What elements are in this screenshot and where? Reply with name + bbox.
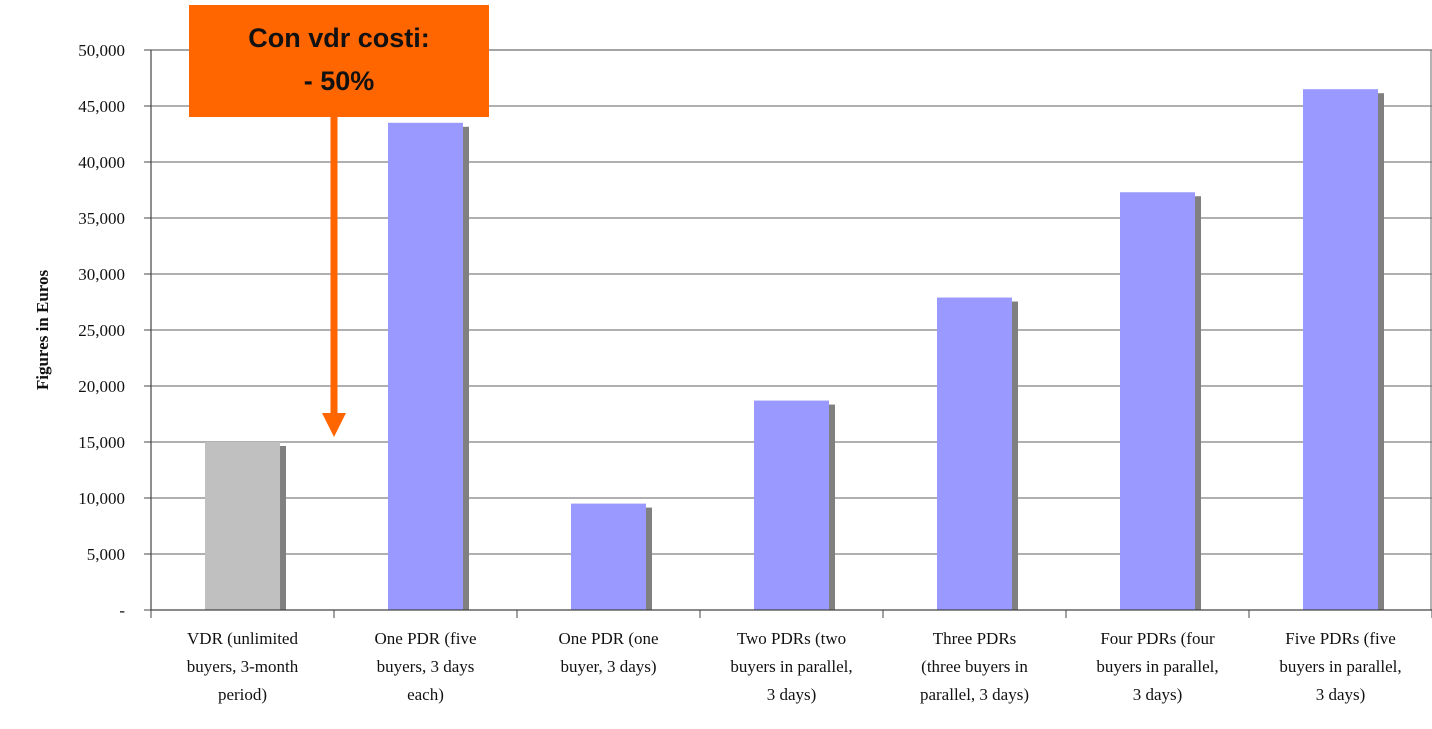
x-tick-label-1-1: buyers, 3 days — [377, 657, 475, 676]
x-tick-label-5-0: Four PDRs (four — [1100, 629, 1215, 648]
x-tick-label-2-0: One PDR (one — [558, 629, 658, 648]
annotation-arrow-head — [322, 413, 346, 437]
bar-3 — [754, 400, 829, 610]
x-tick-label-6-0: Five PDRs (five — [1285, 629, 1396, 648]
y-tick-label-0: - — [119, 601, 125, 620]
x-tick-label-5-1: buyers in parallel, — [1096, 657, 1218, 676]
bar-5 — [1120, 192, 1195, 611]
x-tick-label-6-2: 3 days) — [1316, 685, 1366, 704]
annotation-arrow-shaft — [330, 117, 338, 415]
x-tick-label-4-2: parallel, 3 days) — [920, 685, 1029, 704]
x-tick-label-0-2: period) — [218, 685, 267, 704]
x-tick-label-0-0: VDR (unlimited — [187, 629, 298, 648]
x-tick-label-6-1: buyers in parallel, — [1279, 657, 1401, 676]
y-tick-label-7: 35,000 — [78, 209, 125, 228]
x-tick-label-3-0: Two PDRs (two — [737, 629, 846, 648]
y-axis-title: Figures in Euros — [33, 269, 52, 390]
y-tick-label-3: 15,000 — [78, 433, 125, 452]
annotation-text-0: Con vdr costi: — [248, 23, 430, 53]
x-tick-label-3-2: 3 days) — [767, 685, 817, 704]
x-tick-label-1-0: One PDR (five — [375, 629, 477, 648]
y-tick-label-5: 25,000 — [78, 321, 125, 340]
y-tick-label-9: 45,000 — [78, 97, 125, 116]
bar-2 — [571, 503, 646, 610]
annotation-box — [189, 5, 489, 117]
y-tick-label-1: 5,000 — [87, 545, 125, 564]
x-tick-label-5-2: 3 days) — [1133, 685, 1183, 704]
annotation-text-1: - 50% — [304, 66, 375, 96]
y-tick-label-4: 20,000 — [78, 377, 125, 396]
x-tick-label-0-1: buyers, 3-month — [187, 657, 299, 676]
bar-0 — [205, 442, 280, 610]
bar-6 — [1303, 89, 1378, 610]
x-tick-label-4-0: Three PDRs — [933, 629, 1017, 648]
x-tick-label-4-1: (three buyers in — [921, 657, 1028, 676]
bar-4 — [937, 297, 1012, 610]
x-tick-label-3-1: buyers in parallel, — [730, 657, 852, 676]
y-tick-label-6: 30,000 — [78, 265, 125, 284]
x-tick-label-2-1: buyer, 3 days) — [560, 657, 656, 676]
y-tick-label-2: 10,000 — [78, 489, 125, 508]
y-tick-label-10: 50,000 — [78, 41, 125, 60]
x-tick-label-1-2: each) — [407, 685, 444, 704]
label-layer: - 5,000 10,000 15,000 20,000 25,000 30,000 35,0… — [33, 41, 1402, 704]
bar-1 — [388, 122, 463, 611]
annotation-layer: Con vdr costi: - 50% — [189, 5, 489, 437]
bar-layer — [205, 89, 1384, 611]
y-tick-label-8: 40,000 — [78, 153, 125, 172]
